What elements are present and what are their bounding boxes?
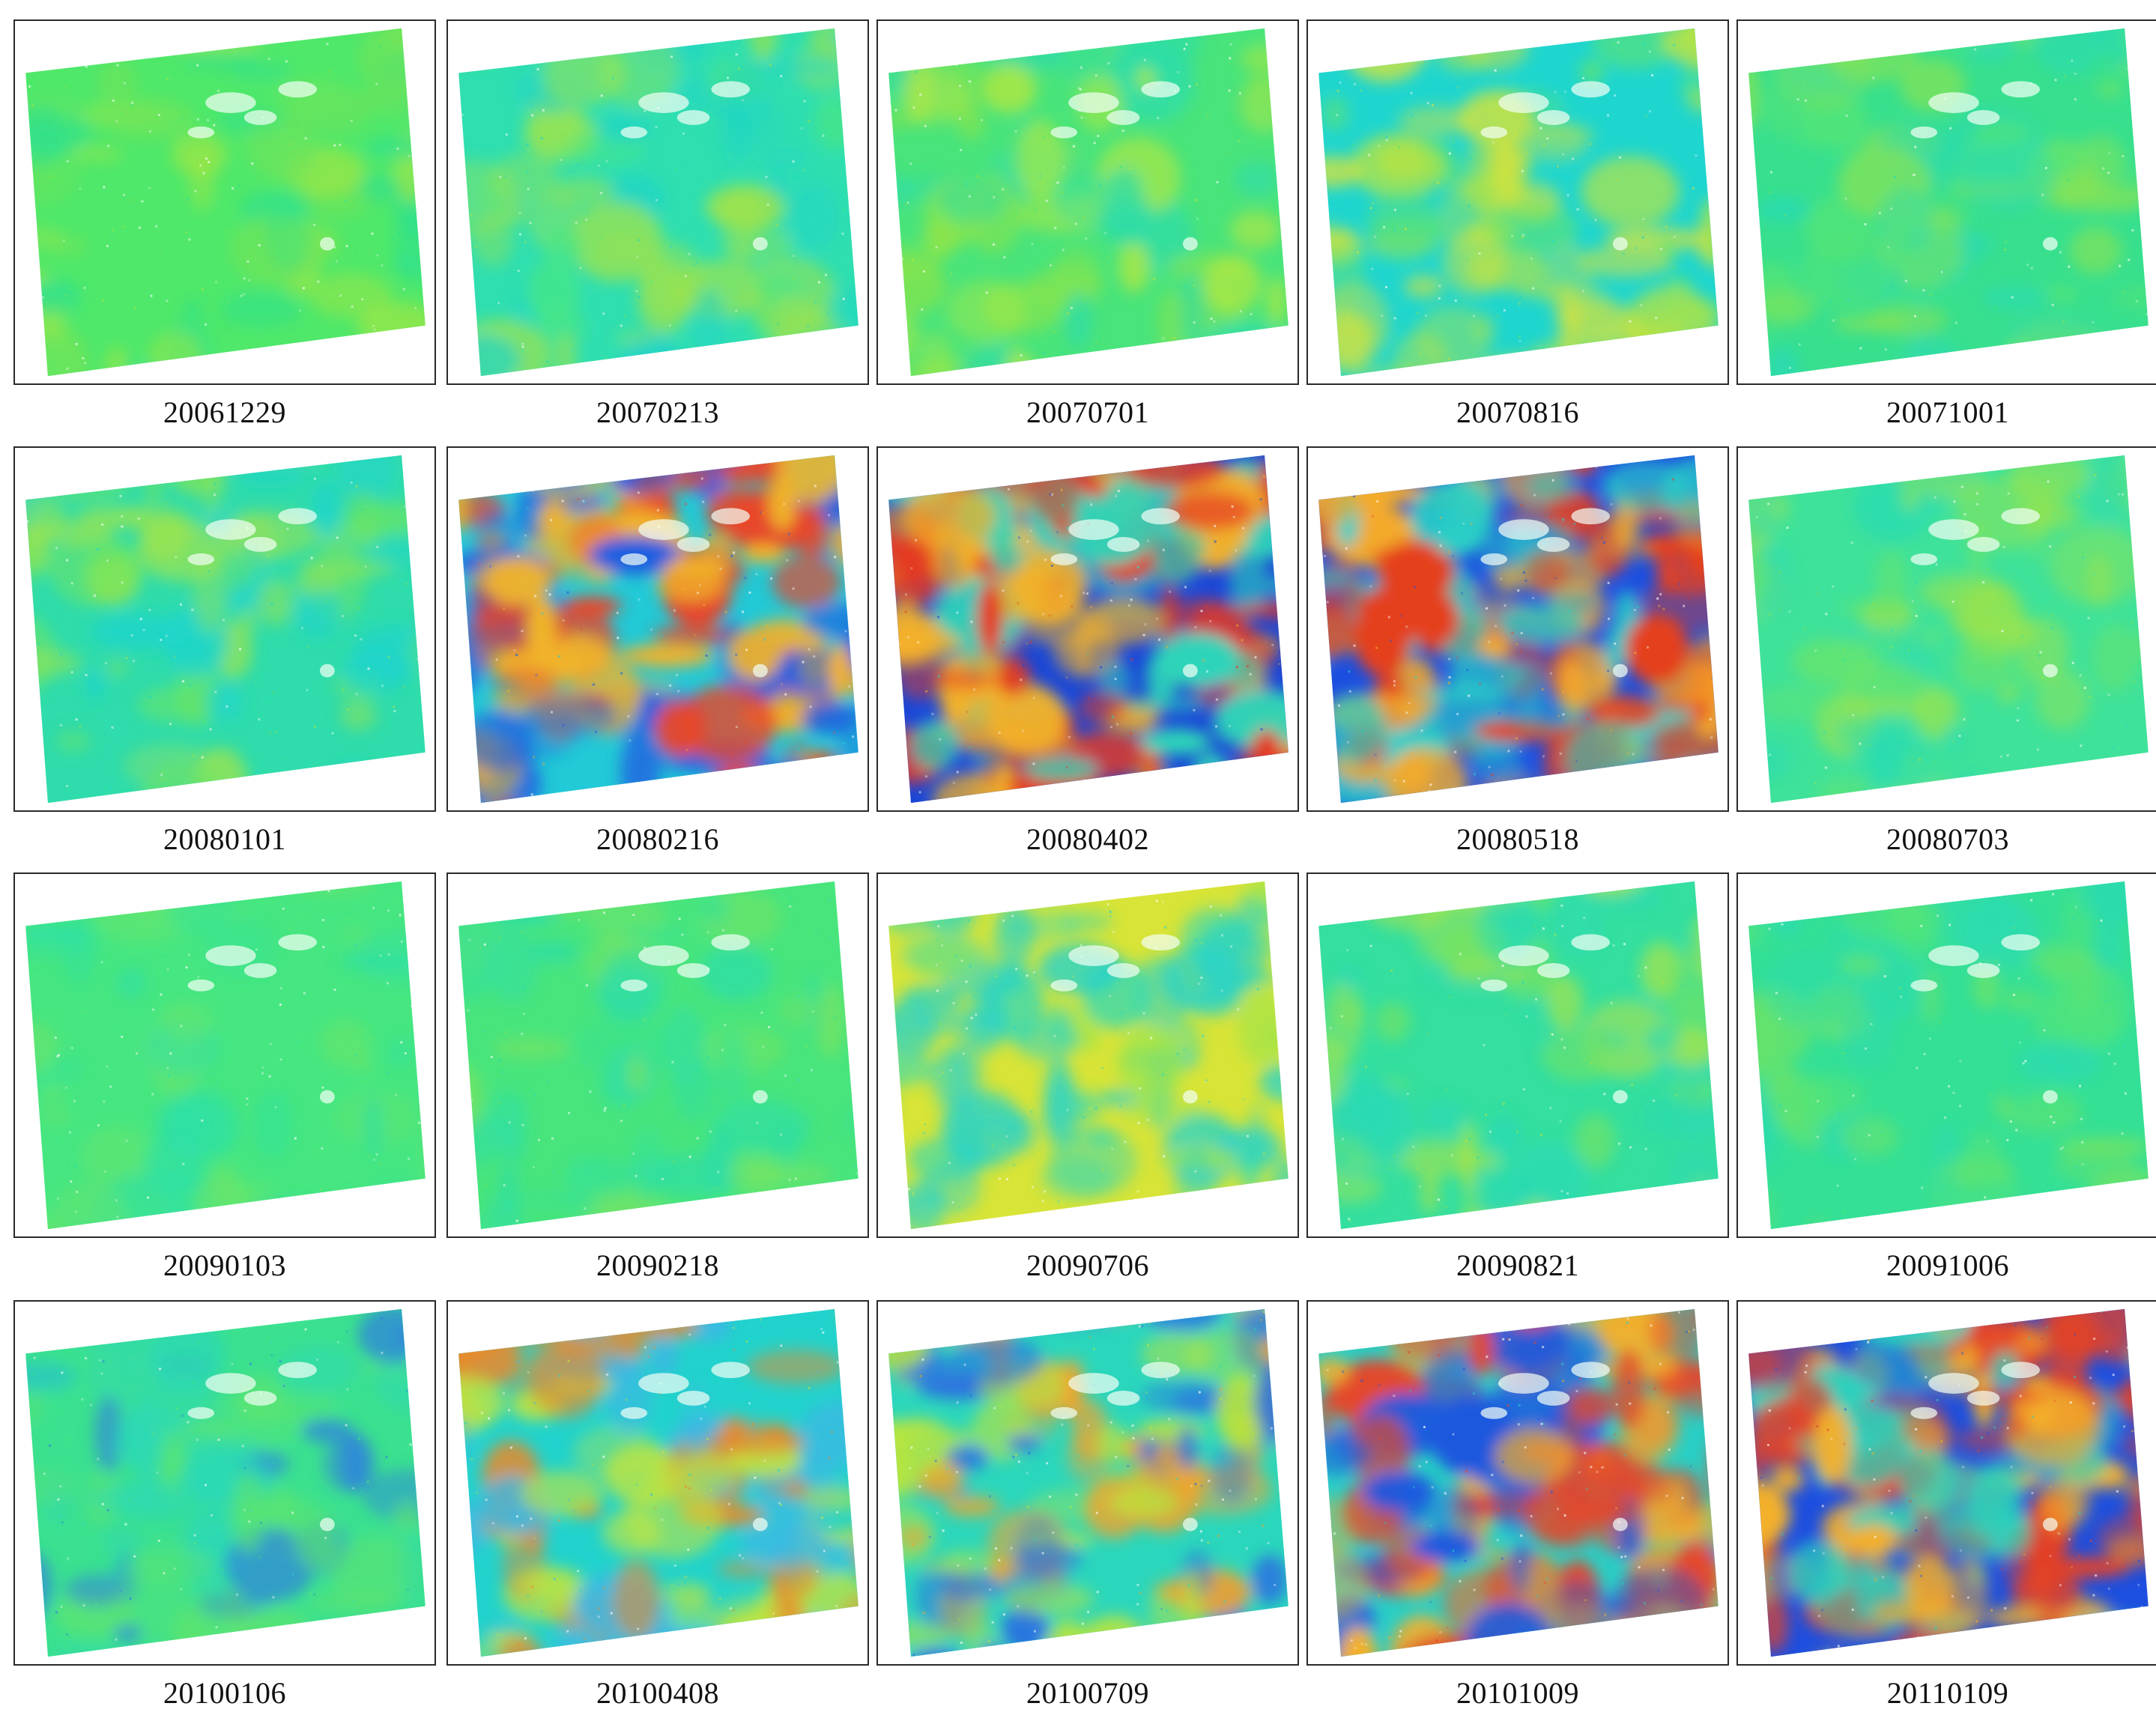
deformation-map [458, 1308, 859, 1657]
deformation-map [1318, 455, 1719, 804]
deformation-map [888, 455, 1289, 804]
deformation-map [1748, 28, 2149, 377]
interferogram-panel [446, 1300, 869, 1666]
deformation-map [1318, 1308, 1719, 1657]
panel-date-caption: 20080703 [1886, 822, 2009, 856]
interferogram-panel [876, 19, 1299, 385]
panel-date-caption: 20070213 [596, 395, 719, 429]
interferogram-panel [876, 872, 1299, 1238]
panel-date-caption: 20080518 [1456, 822, 1579, 856]
panel-date-caption: 20090103 [163, 1248, 286, 1282]
deformation-map [1748, 1308, 2149, 1657]
panel-date-caption: 20080402 [1026, 822, 1149, 856]
deformation-map [458, 881, 859, 1230]
interferogram-panel [876, 1300, 1299, 1666]
panel-date-caption: 20090706 [1026, 1248, 1149, 1282]
panel-date-caption: 20061229 [163, 395, 286, 429]
panel-date-caption: 20100709 [1026, 1676, 1149, 1710]
interferogram-panel [446, 446, 869, 812]
deformation-map [1318, 881, 1719, 1230]
interferogram-panel [1736, 19, 2156, 385]
interferogram-panel [1306, 872, 1729, 1238]
interferogram-panel [446, 872, 869, 1238]
interferogram-panel [13, 19, 436, 385]
panel-date-caption: 20090218 [596, 1248, 719, 1282]
deformation-map [25, 881, 426, 1230]
deformation-map [1318, 28, 1719, 377]
panel-date-caption: 20090821 [1456, 1248, 1579, 1282]
deformation-map [25, 1308, 426, 1657]
panel-date-caption: 20080101 [163, 822, 286, 856]
interferogram-panel [13, 872, 436, 1238]
interferogram-panel [13, 1300, 436, 1666]
deformation-map [1748, 881, 2149, 1230]
panel-date-caption: 20071001 [1886, 395, 2009, 429]
deformation-map [25, 455, 426, 804]
interferogram-panel [1306, 446, 1729, 812]
interferogram-panel [1306, 19, 1729, 385]
panel-date-caption: 20070701 [1026, 395, 1149, 429]
interferogram-panel [1736, 1300, 2156, 1666]
deformation-map [1748, 455, 2149, 804]
interferogram-panel [876, 446, 1299, 812]
interferogram-panel [13, 446, 436, 812]
interferogram-panel [1736, 446, 2156, 812]
deformation-map [25, 28, 426, 377]
deformation-map [888, 28, 1289, 377]
panel-date-caption: 20101009 [1456, 1676, 1579, 1710]
panel-date-caption: 20100106 [163, 1676, 286, 1710]
deformation-map [458, 28, 859, 377]
panel-date-caption: 20110109 [1886, 1676, 2009, 1710]
panel-date-caption: 20091006 [1886, 1248, 2009, 1282]
deformation-map [888, 1308, 1289, 1657]
interferogram-panel [1306, 1300, 1729, 1666]
panel-date-caption: 20100408 [596, 1676, 719, 1710]
panel-date-caption: 20080216 [596, 822, 719, 856]
deformation-map [458, 455, 859, 804]
deformation-map [888, 881, 1289, 1230]
interferogram-panel [446, 19, 869, 385]
interferogram-panel [1736, 872, 2156, 1238]
panel-date-caption: 20070816 [1456, 395, 1579, 429]
